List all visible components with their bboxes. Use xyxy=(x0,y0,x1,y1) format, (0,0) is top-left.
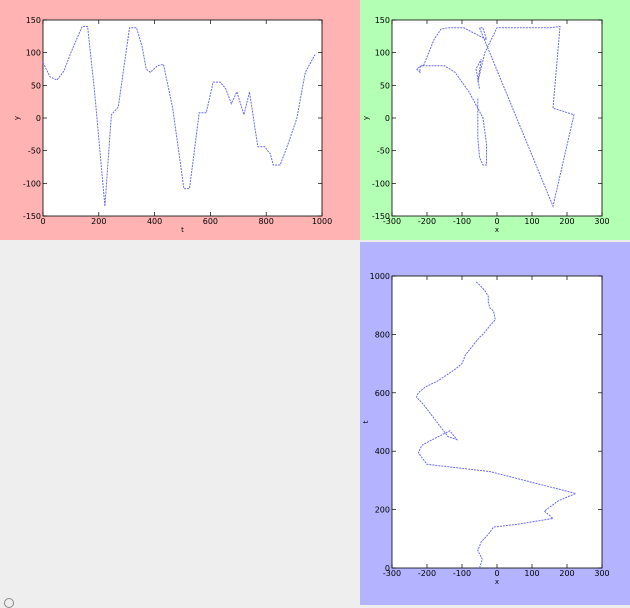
x-tick-label: -200 xyxy=(418,217,436,226)
y-tick-label: 50 xyxy=(31,81,41,90)
x-axis-label: t xyxy=(181,226,184,234)
y-tick-label: 600 xyxy=(375,389,390,398)
x-tick-label: 100 xyxy=(524,569,539,578)
x-axis-label: x xyxy=(495,578,499,586)
x-tick-label: 400 xyxy=(147,217,162,226)
y-tick-label: 100 xyxy=(375,49,390,58)
x-tick-label: 200 xyxy=(559,217,574,226)
chart-t-vs-y: 0 200 400 600 800 1000 -150 -100 -50 0 50 100 150 t y xyxy=(13,16,332,234)
x-tick-label: -100 xyxy=(453,569,471,578)
chart-x-vs-y: -300 -200 -100 0 100 200 300 -150 -100 -50 0 50 100 1… xyxy=(362,16,610,234)
x-tick-label: 1000 xyxy=(312,217,332,226)
y-tick-label: 100 xyxy=(26,49,41,58)
panel-x-vs-y: -300 -200 -100 0 100 200 300 -150 -100 -50 0 50 100 1… xyxy=(360,0,630,240)
panel-t-vs-y: 0 200 400 600 800 1000 -150 -100 -50 0 50 100 150 t y xyxy=(0,0,360,240)
x-tick-label: -100 xyxy=(453,217,471,226)
x-tick-label: -300 xyxy=(383,217,401,226)
y-tick-label: 0 xyxy=(385,564,390,573)
y-tick-label: 0 xyxy=(385,114,390,123)
x-tick-label: 800 xyxy=(259,217,274,226)
x-tick-label: 200 xyxy=(91,217,106,226)
y-tick-label: -100 xyxy=(23,179,41,188)
y-tick-label: 150 xyxy=(375,16,390,25)
y-tick-label: 200 xyxy=(375,506,390,515)
series-line xyxy=(415,281,578,569)
y-tick-label: 400 xyxy=(375,447,390,456)
y-axis-label: y xyxy=(362,116,370,120)
series-line xyxy=(415,25,575,208)
y-tick-label: -100 xyxy=(372,179,390,188)
x-axis-label: x xyxy=(495,226,499,234)
y-tick-label: 50 xyxy=(380,81,390,90)
y-tick-label: 800 xyxy=(375,330,390,339)
y-tick-label: 1000 xyxy=(370,272,390,281)
x-tick-label: -200 xyxy=(418,569,436,578)
x-tick-label: 600 xyxy=(203,217,218,226)
x-tick-label: 200 xyxy=(559,569,574,578)
x-tick-label: 300 xyxy=(594,217,609,226)
y-tick-label: -50 xyxy=(28,147,41,156)
y-tick-label: 0 xyxy=(36,114,41,123)
x-tick-label: 0 xyxy=(494,569,499,578)
y-tick-label: -150 xyxy=(23,212,41,221)
y-axis-label: t xyxy=(362,420,370,423)
x-tick-label: 0 xyxy=(494,217,499,226)
plot-area xyxy=(391,275,603,569)
x-tick-label: 100 xyxy=(524,217,539,226)
y-tick-label: -150 xyxy=(372,212,390,221)
x-tick-label: -300 xyxy=(383,569,401,578)
plot-area xyxy=(42,19,323,217)
y-axis-label: y xyxy=(13,116,21,120)
y-tick-label: -50 xyxy=(377,147,390,156)
chart-t-vs-x: -300 -200 -100 0 100 200 300 0 200 400 600 800 1000 x… xyxy=(362,272,610,586)
plot-area xyxy=(391,19,603,217)
x-tick-label: 300 xyxy=(594,569,609,578)
x-tick-label: 0 xyxy=(40,217,45,226)
series-line xyxy=(42,26,316,207)
panel-t-vs-x: -300 -200 -100 0 100 200 300 0 200 400 600 800 1000 x… xyxy=(360,242,630,605)
corner-mark xyxy=(4,598,14,608)
y-tick-label: 150 xyxy=(26,16,41,25)
